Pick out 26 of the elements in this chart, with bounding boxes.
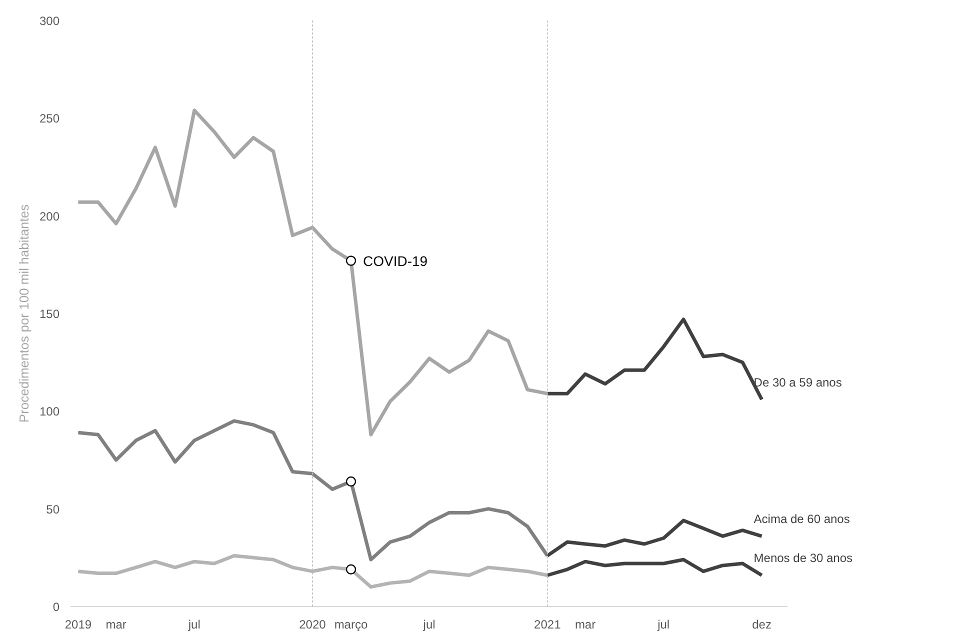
series-label: Menos de 30 anos [754,551,853,566]
point [346,564,356,574]
x-tick-label: jul [187,618,200,632]
line-series [76,108,550,436]
series-label: Acima de 60 anos [754,512,850,526]
x-tick-label: 2019 [64,618,92,632]
point [346,256,356,266]
x-tick-label: 2021 [534,618,562,632]
y-tick-label: 200 [39,209,60,224]
y-tick-label: 250 [39,112,60,126]
line-series [76,419,550,562]
y-tick-label: 100 [39,404,60,419]
x-tick-label: março [334,618,368,632]
y-tick-label: 150 [39,307,60,321]
x-tick-label: dez [752,618,772,632]
point [346,476,356,487]
annotation: COVID-19 [362,252,428,269]
y-tick-label: 300 [39,14,60,28]
x-tick-label: mar [574,618,596,632]
x-tick-label: mar [106,618,126,632]
y-axis-title: Procedimentos por 100 mil habitantes [16,204,32,423]
x-tick-label: 2020 [299,618,326,632]
y-tick-label: 0 [52,600,60,614]
y-tick-label: 50 [46,502,60,516]
x-tick-label: jul [656,618,670,632]
x-tick-label: jul [422,618,436,632]
